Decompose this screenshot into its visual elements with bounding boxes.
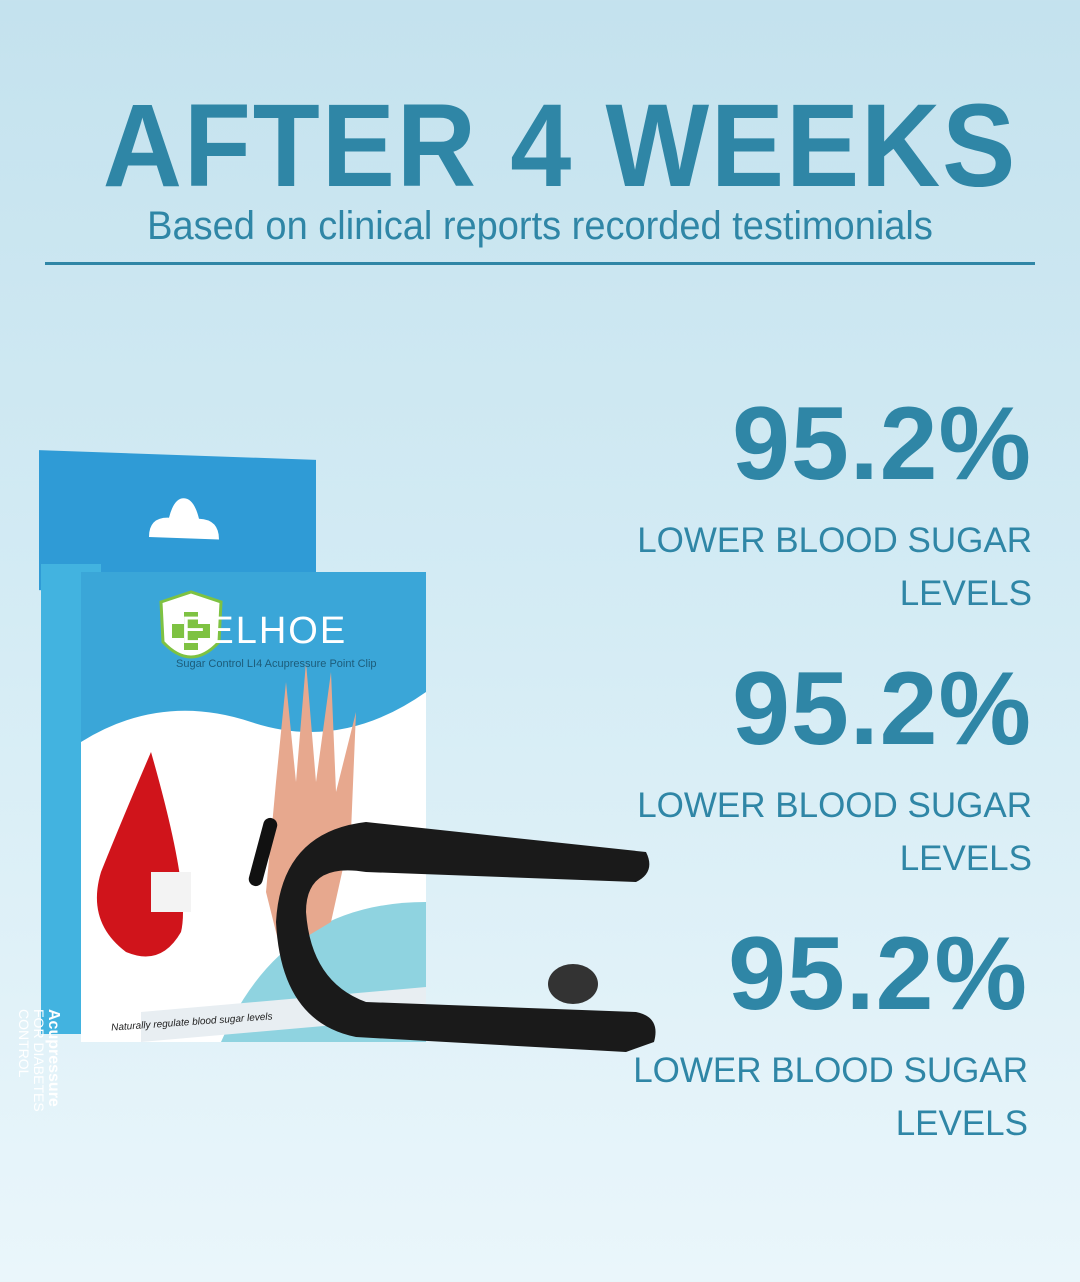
stat-value: 95.2% — [732, 386, 1032, 502]
stat-label: LEVELS — [899, 574, 1032, 613]
page-title: AFTER 4 WEEKS — [102, 80, 1018, 212]
divider — [45, 262, 1035, 265]
stat-label: LEVELS — [895, 1104, 1028, 1143]
stat-label: LOWER BLOOD SUGAR — [637, 786, 1032, 825]
stat-1: 95.2% LOWER BLOOD SUGAR LEVELS — [552, 392, 1032, 620]
brand-logo: EELHOE — [181, 610, 348, 652]
stat-label: LOWER BLOOD SUGAR — [633, 1051, 1028, 1090]
side-sub2: CONTROL — [16, 1009, 32, 1078]
stat-label: LOWER BLOOD SUGAR — [637, 521, 1032, 560]
page-subtitle: Based on clinical reports recorded testi… — [147, 204, 933, 248]
stat-value: 95.2% — [728, 916, 1028, 1032]
product-image: Acupressure FOR DIABETES CONTROL EELHOE … — [16, 450, 676, 1112]
product-tagline: Sugar Control LI4 Acupressure Point Clip — [176, 658, 377, 670]
stat-label: LEVELS — [899, 839, 1032, 878]
stat-2: 95.2% LOWER BLOOD SUGAR LEVELS — [552, 657, 1032, 885]
acupressure-clip — [276, 822, 656, 1052]
stat-value: 95.2% — [732, 651, 1032, 767]
hang-hole-icon — [149, 498, 219, 540]
stat-3: 95.2% LOWER BLOOD SUGAR LEVELS — [548, 922, 1028, 1150]
box-hanger — [39, 450, 316, 600]
